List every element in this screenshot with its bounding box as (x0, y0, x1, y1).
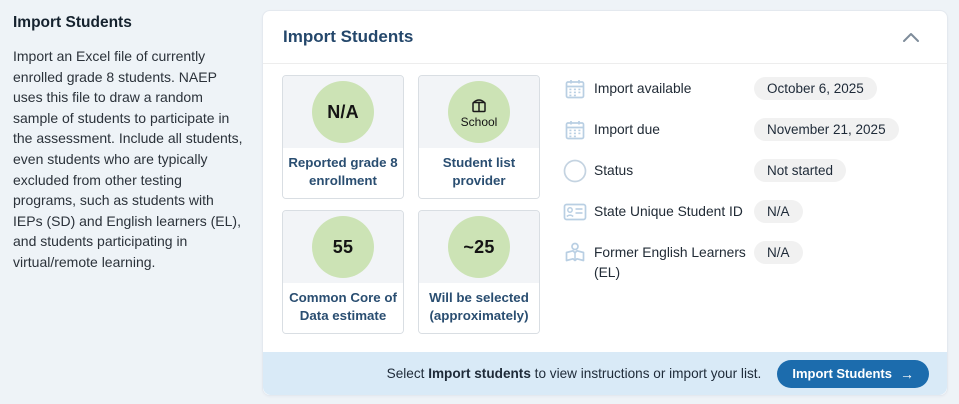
panel-header: Import Students (263, 11, 947, 64)
status-circle-icon (563, 159, 587, 183)
import-students-panel: Import Students N/A Reported grade 8 enr… (262, 10, 948, 396)
enrollment-value-badge: N/A (312, 81, 374, 143)
detail-label: Former English Learners (EL) (594, 245, 746, 280)
detail-label: Import available (594, 81, 692, 96)
sidebar-description-panel: Import Students Import an Excel file of … (13, 14, 245, 273)
import-students-button-label: Import Students (792, 366, 892, 381)
calendar-icon (563, 77, 587, 101)
card-ccd-estimate: 55 Common Core of Data estimate (282, 210, 404, 334)
card-student-list-provider: School Student list provider (418, 75, 540, 199)
provider-value: School (460, 114, 498, 129)
arrow-right-icon: → (900, 365, 914, 382)
enrollment-value: N/A (327, 101, 359, 122)
selected-value-badge: ~25 (448, 216, 510, 278)
provider-value-badge: School (448, 81, 510, 143)
detail-row-status: Status Not started (563, 159, 935, 183)
ccd-label: Common Core of Data estimate (283, 283, 403, 333)
card-will-be-selected: ~25 Will be selected (approximately) (418, 210, 540, 334)
school-icon (468, 96, 490, 114)
footer-message-bold: Import students (428, 366, 531, 381)
selected-label: Will be selected (approximately) (419, 283, 539, 333)
former-el-value: N/A (754, 241, 803, 264)
sidebar-title: Import Students (13, 14, 132, 31)
panel-footer: Select Import students to view instructi… (263, 352, 947, 395)
stat-cards: N/A Reported grade 8 enrollment School (282, 75, 540, 334)
import-due-value: November 21, 2025 (754, 118, 899, 141)
detail-label: Status (594, 163, 634, 178)
sidebar-description: Import an Excel file of currently enroll… (13, 48, 243, 270)
detail-label: State Unique Student ID (594, 204, 743, 219)
calendar-icon (563, 118, 587, 142)
panel-title: Import Students (283, 27, 414, 46)
detail-row-import-available: Import available October 6, 2025 (563, 77, 935, 101)
import-students-button[interactable]: Import Students → (777, 359, 929, 388)
details-list: Import available October 6, 2025 Import (563, 77, 935, 300)
chevron-up-icon (901, 31, 921, 43)
detail-row-import-due: Import due November 21, 2025 (563, 118, 935, 142)
status-value: Not started (754, 159, 847, 182)
import-available-value: October 6, 2025 (754, 77, 877, 100)
detail-label: Import due (594, 122, 660, 137)
id-card-icon (563, 200, 587, 224)
detail-row-former-el: Former English Learners (EL) N/A (563, 241, 935, 283)
footer-message: Select Import students to view instructi… (386, 366, 762, 381)
collapse-panel-button[interactable] (897, 27, 925, 47)
card-reported-enrollment: N/A Reported grade 8 enrollment (282, 75, 404, 199)
detail-row-state-id: State Unique Student ID N/A (563, 200, 935, 224)
provider-label: Student list provider (419, 148, 539, 198)
reader-icon (563, 241, 587, 265)
ccd-value-badge: 55 (312, 216, 374, 278)
selected-value: ~25 (463, 236, 495, 257)
ccd-value: 55 (332, 236, 354, 257)
state-id-value: N/A (754, 200, 803, 223)
enrollment-label: Reported grade 8 enrollment (283, 148, 403, 198)
